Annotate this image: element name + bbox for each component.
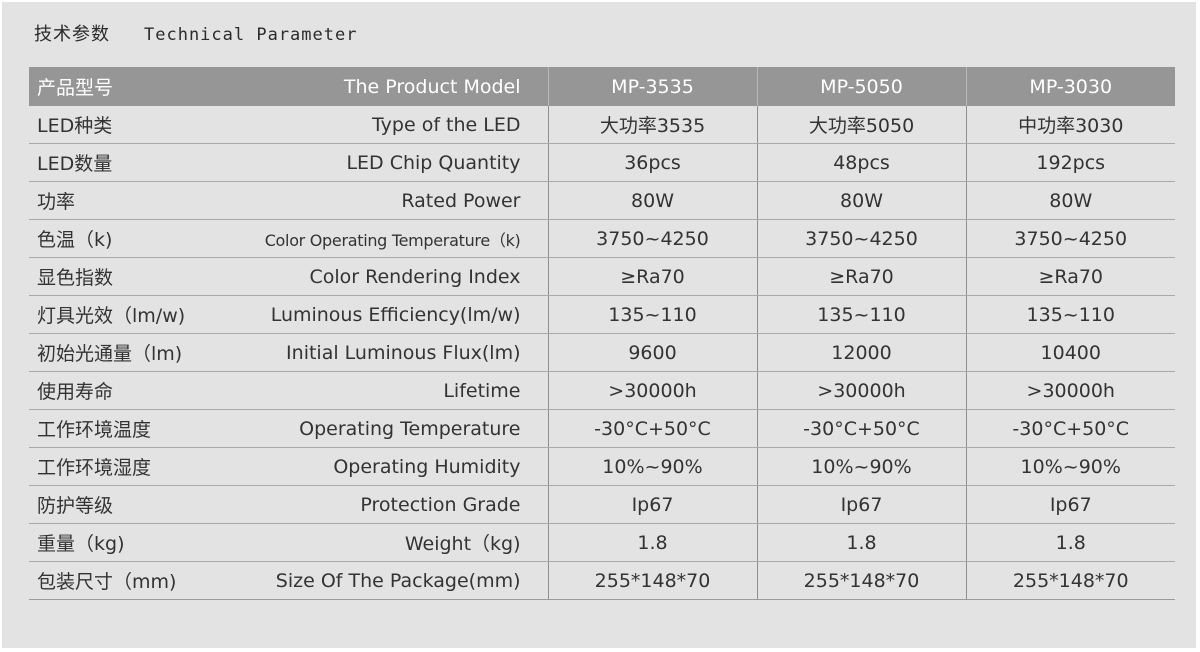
- table-row: 灯具光效（lm/w) Luminous Efficiency(lm/w) 135…: [29, 295, 1175, 334]
- section-title-cn: 技术参数: [34, 24, 110, 45]
- table-row: 使用寿命 Lifetime >30000h >30000h >30000h: [29, 371, 1175, 410]
- value-cell: 255*148*70: [756, 561, 966, 600]
- value-cell: 大功率3535: [547, 106, 757, 144]
- value-cell: 135~110: [547, 295, 757, 334]
- table-row: 防护等级 Protection Grade Ip67 Ip67 Ip67: [29, 485, 1175, 524]
- param-name-en: Lifetime: [219, 371, 548, 410]
- value-cell: 255*148*70: [547, 561, 757, 600]
- param-name-en: Rated Power: [219, 181, 548, 220]
- section-title-en: Technical Parameter: [144, 25, 358, 45]
- value-cell: >30000h: [547, 371, 757, 410]
- param-name-cn: 重量（kg): [29, 523, 219, 562]
- value-cell: 3750~4250: [756, 219, 966, 258]
- value-cell: -30°C+50°C: [965, 409, 1175, 448]
- value-cell: >30000h: [756, 371, 966, 410]
- param-name-cn: 色温（k): [29, 219, 219, 258]
- param-name-en: Weight（kg): [219, 523, 548, 562]
- param-name-en: Operating Humidity: [219, 447, 548, 486]
- param-name-cn: 工作环境温度: [29, 409, 219, 448]
- table-row: LED种类 Type of the LED 大功率3535 大功率5050 中功…: [29, 106, 1175, 144]
- param-name-cn: 工作环境湿度: [29, 447, 219, 486]
- value-cell: 3750~4250: [965, 219, 1175, 258]
- header-model-3: MP-3030: [965, 67, 1175, 106]
- param-name-en: Luminous Efficiency(lm/w): [219, 295, 548, 334]
- param-name-cn: LED数量: [29, 143, 219, 182]
- param-name-en: LED Chip Quantity: [219, 143, 548, 182]
- param-name-cn: 显色指数: [29, 257, 219, 296]
- value-cell: 12000: [756, 333, 966, 372]
- value-cell: 10%~90%: [756, 447, 966, 486]
- value-cell: 大功率5050: [756, 106, 966, 144]
- value-cell: Ip67: [547, 485, 757, 524]
- value-cell: 1.8: [756, 523, 966, 562]
- value-cell: Ip67: [756, 485, 966, 524]
- header-model-cn: 产品型号: [37, 77, 114, 99]
- table-row: 工作环境温度 Operating Temperature -30°C+50°C …: [29, 409, 1175, 448]
- param-name-cn: 功率: [29, 181, 219, 220]
- value-cell: 10%~90%: [965, 447, 1175, 486]
- param-name-en: Size Of The Package(mm): [219, 561, 548, 600]
- param-name-cn: 灯具光效（lm/w): [29, 295, 219, 334]
- header-model-1: MP-3535: [547, 67, 757, 106]
- table-row: 功率 Rated Power 80W 80W 80W: [29, 181, 1175, 220]
- param-name-en: Protection Grade: [219, 485, 548, 524]
- spec-table: 产品型号 The Product Model MP-3535 MP-5050 M…: [29, 67, 1175, 600]
- value-cell: -30°C+50°C: [547, 409, 757, 448]
- value-cell: 255*148*70: [965, 561, 1175, 600]
- param-name-cn: 包装尺寸（mm): [29, 561, 219, 600]
- header-model-2: MP-5050: [756, 67, 966, 106]
- value-cell: -30°C+50°C: [756, 409, 966, 448]
- table-row: 包装尺寸（mm) Size Of The Package(mm) 255*148…: [29, 561, 1175, 600]
- value-cell: 80W: [547, 181, 757, 220]
- value-cell: >30000h: [965, 371, 1175, 410]
- param-name-cn: LED种类: [29, 106, 219, 144]
- table-row: 重量（kg) Weight（kg) 1.8 1.8 1.8: [29, 523, 1175, 562]
- header-model-en: The Product Model: [343, 75, 521, 98]
- value-cell: ≥Ra70: [756, 257, 966, 296]
- param-name-en: Type of the LED: [219, 106, 548, 144]
- param-name-en: Initial Luminous Flux(lm): [219, 333, 548, 372]
- value-cell: 10%~90%: [547, 447, 757, 486]
- value-cell: 36pcs: [547, 143, 757, 182]
- table-row: 显色指数 Color Rendering Index ≥Ra70 ≥Ra70 ≥…: [29, 257, 1175, 296]
- table-row: 工作环境湿度 Operating Humidity 10%~90% 10%~90…: [29, 447, 1175, 486]
- value-cell: 48pcs: [756, 143, 966, 182]
- param-name-en: Operating Temperature: [219, 409, 548, 448]
- section-title: 技术参数 Technical Parameter: [34, 20, 357, 46]
- param-name-en: Color Rendering Index: [219, 257, 548, 296]
- param-name-en: Color Operating Temperature（k): [219, 219, 548, 258]
- value-cell: 9600: [547, 333, 757, 372]
- param-name-cn: 初始光通量（lm): [29, 333, 219, 372]
- value-cell: 135~110: [756, 295, 966, 334]
- table-header-row: 产品型号 The Product Model MP-3535 MP-5050 M…: [29, 67, 1175, 106]
- value-cell: 中功率3030: [965, 106, 1175, 144]
- value-cell: 80W: [756, 181, 966, 220]
- value-cell: ≥Ra70: [547, 257, 757, 296]
- param-name-cn: 使用寿命: [29, 371, 219, 410]
- table-row: LED数量 LED Chip Quantity 36pcs 48pcs 192p…: [29, 143, 1175, 182]
- table-row: 色温（k) Color Operating Temperature（k) 375…: [29, 219, 1175, 258]
- param-name-cn: 防护等级: [29, 485, 219, 524]
- value-cell: 192pcs: [965, 143, 1175, 182]
- value-cell: 1.8: [547, 523, 757, 562]
- value-cell: 80W: [965, 181, 1175, 220]
- value-cell: 3750~4250: [547, 219, 757, 258]
- value-cell: 1.8: [965, 523, 1175, 562]
- value-cell: ≥Ra70: [965, 257, 1175, 296]
- value-cell: 135~110: [965, 295, 1175, 334]
- value-cell: 10400: [965, 333, 1175, 372]
- table-row: 初始光通量（lm) Initial Luminous Flux(lm) 9600…: [29, 333, 1175, 372]
- value-cell: Ip67: [965, 485, 1175, 524]
